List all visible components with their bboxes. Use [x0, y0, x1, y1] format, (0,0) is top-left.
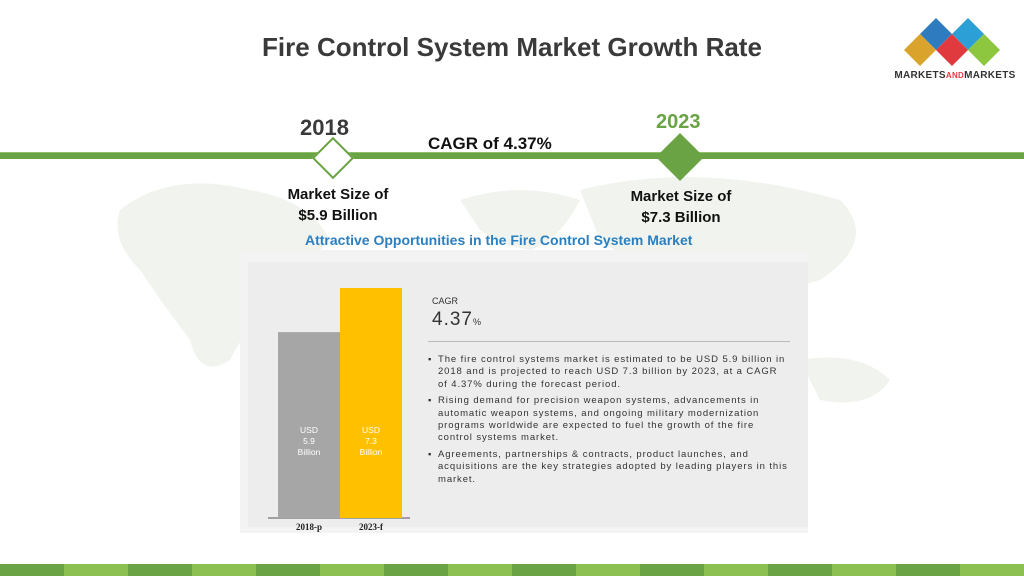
- stripe-segment: [128, 564, 192, 576]
- marketsandmarkets-logo: [904, 18, 1000, 66]
- x-tick-label: 2018-p: [296, 522, 322, 532]
- page-title: Fire Control System Market Growth Rate: [262, 32, 762, 62]
- key-points-list: The fire control systems market is estim…: [428, 354, 790, 490]
- stripe-segment: [832, 564, 896, 576]
- year-2023-label: 2023: [656, 111, 701, 133]
- market-size-2023: Market Size of $7.3 Billion: [596, 186, 766, 228]
- x-tick-label: 2023-f: [359, 522, 384, 532]
- stripe-segment: [960, 564, 1024, 576]
- stripe-segment: [576, 564, 640, 576]
- bar-2018-p: [278, 332, 340, 518]
- panel-heading: Attractive Opportunities in the Fire Con…: [305, 232, 693, 248]
- stripe-segment: [512, 564, 576, 576]
- stripe-segment: [448, 564, 512, 576]
- bar-value-label: USD: [300, 425, 318, 435]
- stripe-segment: [384, 564, 448, 576]
- bullet-point: Rising demand for precision weapon syste…: [428, 395, 790, 445]
- stripe-segment: [192, 564, 256, 576]
- bar-2023-f: [340, 288, 402, 518]
- cagr-text: CAGR of 4.37%: [428, 134, 552, 153]
- cagr-unit: %: [472, 317, 482, 327]
- market-size-2018-line2: $5.9 Billion: [298, 207, 378, 224]
- stripe-segment: [704, 564, 768, 576]
- market-size-2023-line1: Market Size of: [630, 188, 732, 205]
- market-size-2018-line1: Market Size of: [287, 186, 389, 203]
- stripe-segment: [896, 564, 960, 576]
- bullet-point: Agreements, partnerships & contracts, pr…: [428, 449, 790, 486]
- bar-value-label: 7.3: [365, 436, 377, 446]
- timeline-line-highlight: [0, 152, 1024, 153]
- stripe-segment: [768, 564, 832, 576]
- stripe-segment: [0, 564, 64, 576]
- bar-value-label: Billion: [298, 447, 321, 457]
- stripe-segment: [320, 564, 384, 576]
- market-size-2023-line2: $7.3 Billion: [641, 209, 721, 226]
- bullet-point: The fire control systems market is estim…: [428, 354, 790, 391]
- bar-value-label: 5.9: [303, 436, 315, 446]
- cagr-divider: [428, 341, 790, 342]
- cagr-label: CAGR: [432, 296, 459, 306]
- cagr-value: 4.37%: [432, 309, 482, 331]
- cagr-number: 4.37: [432, 309, 473, 330]
- market-size-2018: Market Size of $5.9 Billion: [253, 184, 423, 226]
- bar-value-label: USD: [362, 425, 380, 435]
- stripe-segment: [640, 564, 704, 576]
- bottom-stripe: [0, 564, 1024, 576]
- timeline-line: [0, 153, 1024, 159]
- year-2018-label: 2018: [300, 115, 349, 140]
- stripe-segment: [64, 564, 128, 576]
- bar-value-label: Billion: [360, 447, 383, 457]
- stripe-segment: [256, 564, 320, 576]
- logo-wordmark: MARKETSANDMARKETS: [894, 70, 1016, 81]
